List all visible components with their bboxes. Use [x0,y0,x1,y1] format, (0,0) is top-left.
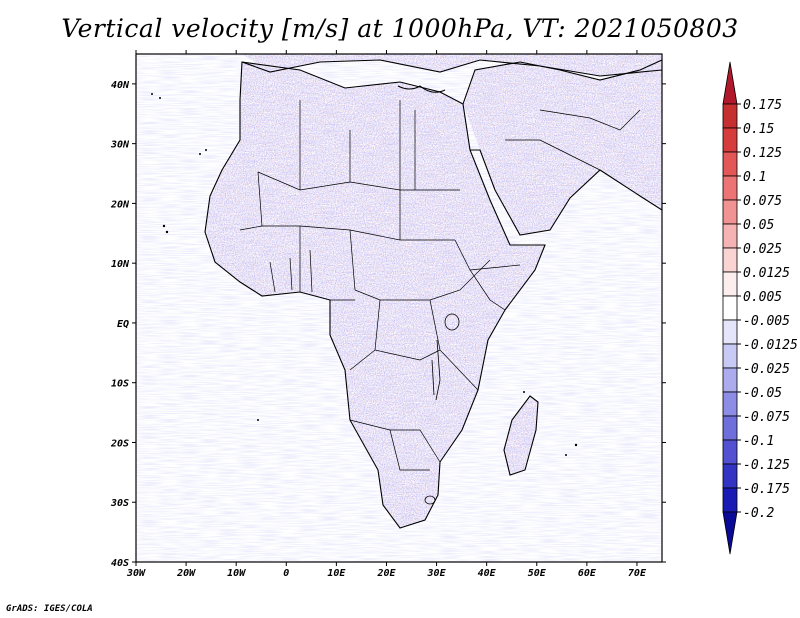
colorbar-label: 0.125 [743,146,782,161]
lat-tick-label: 20S [110,438,129,449]
colorbar-swatch [722,463,738,489]
lat-tick-label: 30N [110,140,130,151]
lat-tick-label: 10S [111,379,129,390]
colorbar-arrow-top [722,61,738,105]
colorbar-label: -0.0125 [743,338,798,353]
colorbar-label: 0.175 [743,98,782,113]
lon-tick-label: 70E [628,568,647,579]
lon-tick-label: 30E [427,568,447,579]
colorbar-swatch [722,319,738,345]
colorbar-label: 0.005 [743,290,782,305]
colorbar-label: 0.075 [743,194,782,209]
velocity-field [136,54,662,562]
lat-tick-label: 30S [110,498,129,509]
lat-tick-label: EQ [117,319,129,330]
colorbar-swatch [722,391,738,417]
colorbar [722,61,741,555]
lon-tick-label: 20W [176,568,196,579]
colorbar-label: 0.025 [743,242,782,257]
colorbar-arrow-bottom [722,511,738,555]
country-borders [239,100,641,471]
colorbar-swatch [722,487,738,513]
longitude-labels: 30W 20W 10W 0 10E 20E 30E 40E 50E 60E 70E [126,568,647,579]
lon-tick-label: 10W [227,568,246,579]
colorbar-label: -0.075 [743,410,790,425]
colorbar-swatch [722,175,738,201]
colorbar-swatch [722,103,738,129]
lakes [424,313,460,505]
colorbar-label: 0.1 [743,170,766,185]
lat-tick-label: 10N [111,259,130,270]
lon-tick-label: 30W [126,568,146,579]
axis-ticks [132,50,666,566]
colorbar-swatch [722,223,738,249]
colorbar-label: 0.15 [743,122,774,137]
lat-tick-label: 40N [111,80,130,91]
map-title: Vertical velocity [m/s] at 1000hPa, VT: … [61,14,739,43]
colorbar-label: -0.125 [743,458,790,473]
lat-tick-label: 40S [111,558,129,569]
colorbar-swatch [722,271,738,297]
colorbar-label: 0.0125 [743,266,790,281]
colorbar-swatch [722,127,738,153]
colorbar-labels: 0.175 0.15 0.125 0.1 0.075 0.05 0.025 0.0125 0.0… [743,98,798,521]
colorbar-swatch [722,439,738,465]
lon-tick-label: 0 [283,568,289,579]
colorbar-label: -0.2 [743,506,774,521]
colorbar-swatch [722,367,738,393]
colorbar-label: -0.025 [743,362,790,377]
colorbar-label: -0.175 [743,482,790,497]
lon-tick-label: 50E [528,568,547,579]
colorbar-swatch [722,295,738,321]
colorbar-label: -0.1 [743,434,774,449]
lat-tick-label: 20N [110,199,130,210]
islands [151,93,578,456]
colorbar-swatch [722,343,738,369]
lon-tick-label: 40E [478,568,497,579]
coastlines [204,59,662,529]
lon-tick-label: 60E [578,568,597,579]
colorbar-label: -0.05 [743,386,782,401]
colorbar-label: -0.005 [743,314,790,329]
colorbar-swatch [722,151,738,177]
lon-tick-label: 20E [376,568,396,579]
credit-label: GrADS: IGES/COLA [6,604,93,614]
colorbar-label: 0.05 [743,218,774,233]
colorbar-swatch [722,415,738,441]
plot-frame [135,53,663,563]
colorbar-swatch [722,199,738,225]
latitude-labels: 40N 30N 20N 10N EQ 10S 20S 30S 40S [110,80,130,569]
colorbar-swatch [722,247,738,273]
lon-tick-label: 10E [327,568,346,579]
